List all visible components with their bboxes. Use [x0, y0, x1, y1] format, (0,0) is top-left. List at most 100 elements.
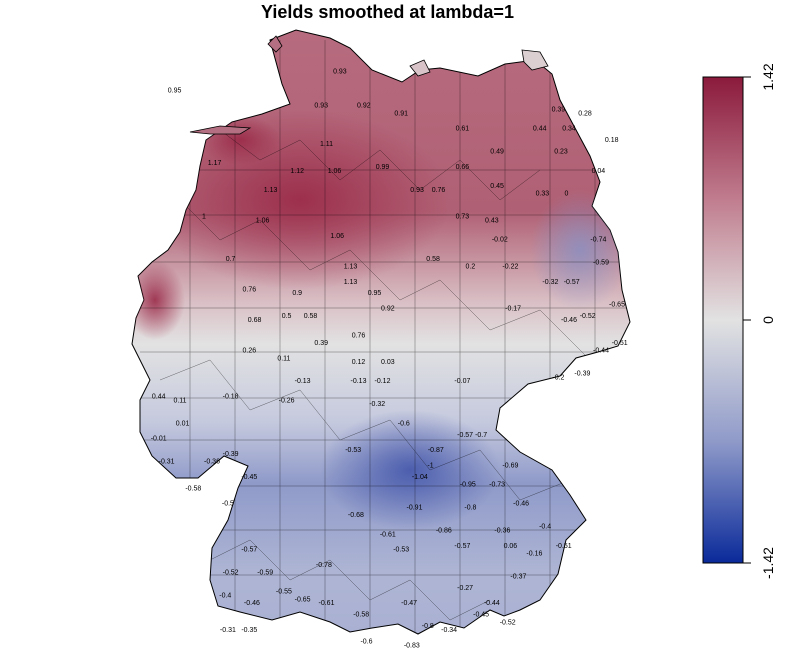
region-value-label: -0.57 [241, 547, 257, 554]
region-value-label: 1.13 [344, 263, 358, 270]
region-value-label: -0.39 [223, 451, 239, 458]
region-value-label: -0.53 [393, 547, 409, 554]
region-value-label: 0.12 [352, 359, 366, 366]
region-value-label: 0.91 [394, 110, 408, 117]
region-value-label: -0.22 [502, 263, 518, 270]
region-value-label: 1.17 [208, 160, 222, 167]
region-value-label: -0.78 [316, 562, 332, 569]
region-value-label: -0.91 [407, 505, 423, 512]
region-value-label: 0.04 [592, 168, 606, 175]
region-value-label: 0.66 [456, 164, 470, 171]
region-value-label: 0.93 [333, 68, 347, 75]
region-value-label: -0.46 [561, 317, 577, 324]
region-value-label: -1 [427, 462, 433, 469]
island [267, 35, 283, 53]
region-value-label: 0.58 [304, 313, 318, 320]
region-value-label: -0.12 [375, 378, 391, 385]
region-value-label: 0.99 [376, 164, 390, 171]
region-value-label: 0.68 [248, 317, 262, 324]
region-value-label: 0 [564, 191, 568, 198]
region-value-label: -0.59 [257, 570, 273, 577]
region-value-label: -0.46 [244, 600, 260, 607]
region-value-labels: 0.950.930.920.910.931.111.171.12 1.060.99… [151, 68, 628, 649]
region-value-label: -0.51 [556, 543, 572, 550]
region-value-label: -0.6 [398, 420, 410, 427]
region-value-label: -0.44 [593, 348, 609, 355]
region-value-label: 0.43 [485, 218, 499, 225]
region-value-label: -0.8 [464, 505, 476, 512]
region-value-label: -0.27 [457, 585, 473, 592]
region-value-label: -0.68 [348, 512, 364, 519]
region-value-label: -0.69 [502, 462, 518, 469]
region-value-label: 0.73 [456, 214, 470, 221]
region-value-label: -0.65 [295, 596, 311, 603]
region-value-label: 0.11 [277, 355, 290, 362]
region-value-label: 0.93 [314, 103, 328, 110]
region-value-label: -0.52 [580, 313, 596, 320]
region-value-label: 0.76 [352, 332, 366, 339]
region-value-label: 0.26 [242, 348, 256, 355]
region-value-label: -0.01 [151, 436, 167, 443]
region-value-label: 0.01 [176, 420, 190, 427]
region-value-label: -0.52 [223, 570, 239, 577]
region-value-label: 0.33 [536, 191, 550, 198]
region-value-label: 0.9 [292, 290, 302, 297]
region-value-label: -0.32 [369, 401, 385, 408]
region-value-label: -0.55 [276, 589, 292, 596]
legend-colorbar [702, 76, 744, 564]
region-value-label: -0.58 [185, 485, 201, 492]
region-value-label: 0.76 [432, 187, 446, 194]
region-value-label: -0.61 [319, 600, 335, 607]
region-value-label: -0.59 [593, 260, 609, 267]
region-value-label: -0.02 [492, 237, 508, 244]
region-value-label: 1.13 [264, 187, 278, 194]
region-value-label: -0.8 [422, 623, 434, 630]
region-value-label: -0.13 [351, 378, 367, 385]
region-value-label: -0.83 [404, 642, 420, 649]
region-value-label: 1.13 [344, 279, 358, 286]
region-value-label: 0.92 [381, 306, 395, 313]
germany-map [131, 29, 631, 635]
region-value-label: -0.53 [345, 447, 361, 454]
region-value-label: -0.13 [295, 378, 311, 385]
region-value-label: -0.86 [436, 528, 452, 535]
region-value-label: 0.2 [466, 263, 476, 270]
region-value-label: 1.06 [328, 168, 342, 175]
region-value-label: -0.4 [539, 524, 551, 531]
region-value-label: -0.61 [380, 531, 396, 538]
legend-min-label: -1.42 [760, 547, 776, 579]
region-value-label: -0.5 [222, 501, 234, 508]
region-value-label: -0.26 [279, 397, 295, 404]
region-value-label: 1 [202, 214, 206, 221]
region-value-label: 0.95 [368, 290, 382, 297]
region-value-label: 0.11 [173, 397, 186, 404]
region-value-label: -0.36 [494, 528, 510, 535]
region-value-label: 0.39 [552, 107, 566, 114]
region-value-label: -0.37 [510, 573, 526, 580]
region-value-label: -0.58 [353, 612, 369, 619]
region-value-label: 0.76 [242, 286, 256, 293]
region-value-label: -0.31 [220, 627, 236, 634]
region-value-label: -0.87 [428, 447, 444, 454]
region-value-label: -0.52 [500, 619, 516, 626]
region-value-label: -0.31 [159, 459, 175, 466]
region-value-label: 0.44 [533, 126, 547, 133]
region-value-label: -0.51 [612, 340, 628, 347]
region-value-label: -0.57 [454, 543, 470, 550]
region-value-label: 0.93 [410, 187, 424, 194]
region-value-label: 0.44 [152, 394, 166, 401]
region-value-label: -0.34 [441, 627, 457, 634]
region-value-label: 0.92 [357, 103, 371, 110]
region-value-label: -0.2 [552, 374, 564, 381]
region-value-label: -0.73 [489, 482, 505, 489]
region-value-label: 1.06 [256, 218, 270, 225]
region-value-label: -0.47 [401, 600, 417, 607]
region-value-label: 0.06 [504, 543, 518, 550]
region-value-label: -0.4 [219, 593, 231, 600]
region-value-label: 1.06 [330, 233, 344, 240]
island [189, 125, 252, 135]
region-value-label: 0.45 [490, 183, 504, 190]
region-value-label: -0.57 [457, 432, 473, 439]
region-value-label: -0.17 [505, 306, 521, 313]
region-value-label: -0.95 [460, 482, 476, 489]
